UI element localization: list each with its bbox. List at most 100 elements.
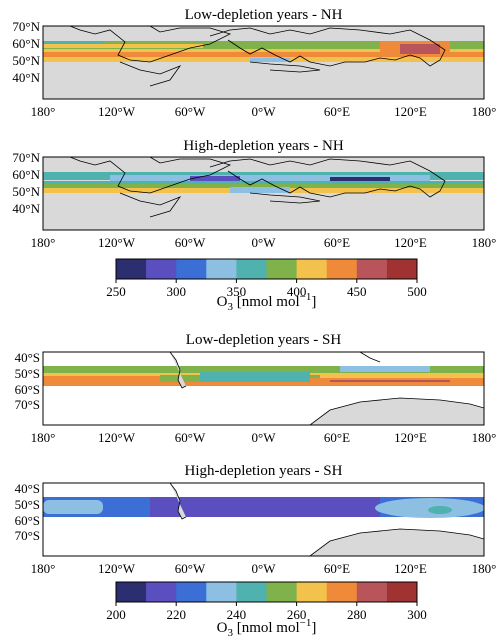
- map-area: [43, 483, 484, 556]
- colorbar-swatch: [266, 259, 298, 279]
- colorbar-swatch: [386, 259, 418, 279]
- colorbar-swatch: [206, 259, 237, 279]
- colorbar-tick-label: 220: [166, 607, 186, 622]
- coastline: [69, 26, 232, 63]
- panel-title: Low-depletion years - SH: [186, 332, 342, 348]
- map-area: [43, 157, 484, 230]
- y-tick-label: 50°N: [12, 184, 40, 199]
- map-frame: [42, 482, 485, 557]
- colorbar-swatch: [116, 259, 147, 279]
- colorbar-tick-label: 260: [287, 607, 307, 622]
- y-tick-label: 70°N: [12, 150, 40, 165]
- colorbar-label-main: O: [217, 294, 228, 310]
- map-frame: [42, 25, 485, 100]
- y-tick-label: 60°S: [15, 513, 40, 528]
- ozone-band: [43, 500, 103, 514]
- colorbar-swatch: [176, 259, 207, 279]
- land-background: [43, 26, 484, 99]
- x-tick-label: 180°: [472, 561, 497, 576]
- x-tick-label: 120°E: [394, 561, 427, 576]
- ozone-band: [43, 52, 484, 57]
- colorbar-label-sup: −1: [300, 291, 312, 303]
- coastline: [119, 61, 182, 87]
- x-tick-label: 180°: [31, 561, 56, 576]
- colorbar-tick-label: 300: [166, 284, 186, 299]
- x-tick-label: 0°W: [252, 235, 277, 250]
- panel-low-sh: Low-depletion years - SH 40°S 50°S 60°S …: [15, 332, 497, 445]
- x-tick-label: 0°W: [252, 430, 277, 445]
- colorbar-label-units: [nmol mol: [233, 294, 300, 310]
- colorbar-tick-label: 500: [407, 284, 427, 299]
- ozone-band: [203, 44, 343, 49]
- x-tick-label: 60°E: [324, 235, 350, 250]
- panel-low-nh: Low-depletion years - NH 70°N 60°N 50°N: [12, 7, 496, 119]
- x-tick-label: 180°: [31, 235, 56, 250]
- coastline: [69, 157, 232, 194]
- x-tick-label: 180°: [31, 430, 56, 445]
- x-tick-label: 120°E: [394, 430, 427, 445]
- colorbar-tick-label: 250: [106, 284, 126, 299]
- colorbar-swatch: [236, 259, 267, 279]
- colorbar-label: O3 [nmol mol−1]: [217, 617, 317, 639]
- x-axis: 180° 120°W 60°W 0°W 60°E 120°E 180°: [31, 235, 497, 250]
- colorbar-tick-label: 200: [106, 607, 126, 622]
- ozone-band: [400, 44, 440, 54]
- colorbar-frame: [115, 581, 418, 603]
- x-tick-label: 60°E: [324, 561, 350, 576]
- colorbar-label-sup: −1: [300, 617, 312, 629]
- colorbar-swatch: [146, 259, 177, 279]
- coastline: [359, 352, 381, 363]
- x-tick-label: 180°: [31, 104, 56, 119]
- colorbar-tick-label: 300: [407, 607, 427, 622]
- colorbar-swatch: [356, 582, 388, 602]
- colorbar-swatch: [266, 582, 298, 602]
- y-tick-label: 70°S: [15, 528, 40, 543]
- ozone-band: [190, 502, 340, 514]
- y-tick-label: 40°N: [12, 201, 40, 216]
- panel-title: High-depletion years - NH: [183, 138, 344, 154]
- colorbar-swatch: [146, 582, 177, 602]
- y-axis: 40°S 50°S 60°S 70°S: [15, 350, 40, 412]
- x-tick-label: 120°W: [98, 561, 136, 576]
- colorbar-label-main: O: [217, 620, 228, 636]
- colorbar-label-sub: 3: [227, 301, 233, 313]
- coastline: [249, 192, 321, 204]
- x-tick-label: 0°W: [252, 104, 277, 119]
- ozone-band: [330, 177, 390, 182]
- x-tick-label: 60°W: [175, 430, 206, 445]
- coastline-south-america: [169, 352, 187, 389]
- x-tick-label: 120°E: [394, 235, 427, 250]
- ozone-band: [43, 41, 103, 44]
- ozone-band: [428, 506, 452, 514]
- y-tick-label: 50°N: [12, 53, 40, 68]
- colorbar-label-close: ]: [311, 294, 316, 310]
- colorbar-swatch: [296, 582, 328, 602]
- map-area: [43, 26, 484, 99]
- coastline: [209, 27, 446, 67]
- map-frame: [42, 351, 485, 426]
- x-tick-label: 60°W: [175, 104, 206, 119]
- colorbar-swatch: [236, 582, 267, 602]
- x-tick-label: 180°: [472, 430, 497, 445]
- colorbar-tick-label: 280: [347, 607, 367, 622]
- coastline-antarctica: [309, 528, 484, 556]
- x-axis: 180° 120°W 60°W 0°W 60°E 120°E 180°: [31, 430, 497, 445]
- x-axis: 180° 120°W 60°W 0°W 60°E 120°E 180°: [31, 104, 497, 119]
- colorbar-tick-label: 450: [347, 284, 367, 299]
- coastline: [209, 158, 446, 198]
- x-tick-label: 180°: [472, 104, 497, 119]
- panel-title: High-depletion years - SH: [185, 463, 343, 479]
- ozone-band: [340, 366, 430, 372]
- colorbar-nh: 250 300 350 400 450 500 O3 [nmol mol−1]: [106, 258, 427, 313]
- y-tick-label: 40°S: [15, 481, 40, 496]
- colorbar-swatch: [386, 582, 418, 602]
- colorbar-frame: [115, 258, 418, 280]
- panel-high-sh: High-depletion years - SH 40°S 50°S 60°S…: [15, 463, 497, 576]
- x-tick-label: 60°W: [175, 235, 206, 250]
- y-tick-label: 50°S: [15, 366, 40, 381]
- ozone-band: [43, 376, 243, 382]
- colorbar-sh: 200 220 240 260 280 300 O3 [nmol mol−1]: [106, 581, 427, 639]
- x-tick-label: 60°E: [324, 104, 350, 119]
- colorbar-swatch: [326, 582, 358, 602]
